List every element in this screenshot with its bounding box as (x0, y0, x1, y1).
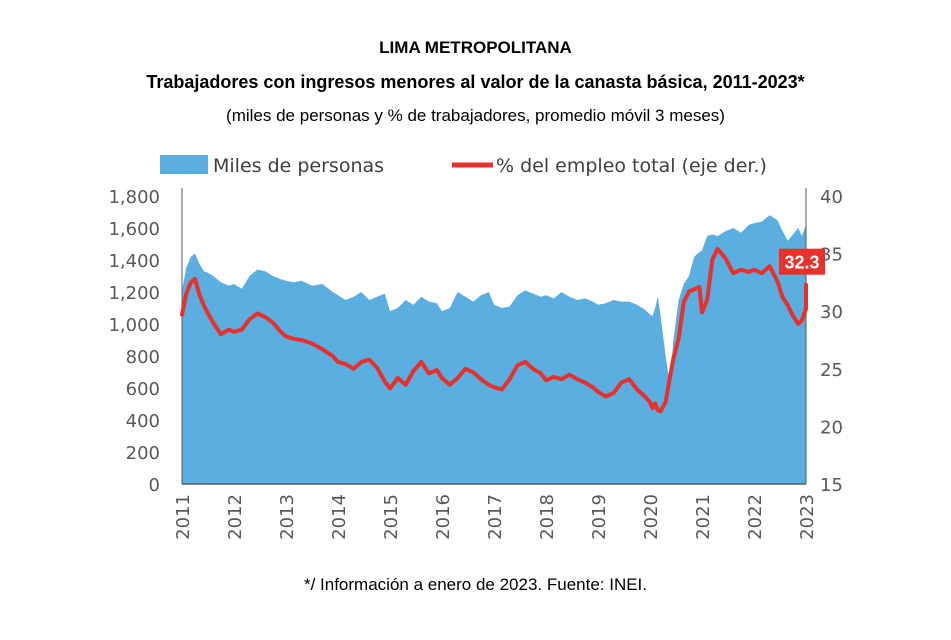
y-left-tick-label: 800 (126, 347, 160, 368)
footnote: */ Información a enero de 2023. Fuente: … (303, 575, 648, 594)
legend-area-label: Miles de personas (213, 155, 384, 177)
line-series-layer (180, 247, 808, 414)
x-tick-label: 2013 (277, 494, 298, 540)
y-right-tick-label: 30 (820, 302, 843, 323)
x-tick-label: 2019 (589, 494, 610, 540)
y-right-tick-label: 40 (820, 187, 843, 208)
y-left-tick-label: 400 (126, 411, 160, 432)
area-series-layer (182, 215, 806, 484)
area-series-miles-de-personas (182, 215, 806, 484)
y-left-tick-label: 1,400 (108, 251, 160, 272)
x-tick-label: 2018 (537, 494, 558, 540)
x-tick-label: 2016 (433, 494, 454, 540)
chart-units: (miles de personas y % de trabajadores, … (226, 106, 725, 125)
y-left-tick-label: 0 (149, 475, 160, 496)
legend-area-swatch (160, 155, 208, 174)
axes (181, 188, 807, 485)
x-tick-label: 2023 (797, 494, 818, 540)
chart-title: LIMA METROPOLITANA (379, 38, 572, 57)
y-left-tick-label: 1,000 (108, 315, 160, 336)
y-right-tick-label: 35 (820, 245, 843, 266)
x-tick-label: 2020 (641, 494, 662, 540)
x-tick-label: 2022 (745, 494, 766, 540)
line-series-pct-empleo (180, 247, 808, 414)
y-left-tick-label: 1,600 (108, 219, 160, 240)
legend-line-label: % del empleo total (eje der.) (496, 155, 767, 177)
last-value-badge-text: 32.3 (784, 253, 819, 273)
x-tick-label: 2011 (173, 494, 194, 540)
x-tick-label: 2017 (485, 494, 506, 540)
chart-subtitle: Trabajadores con ingresos menores al val… (146, 72, 805, 92)
last-value-badge-box (779, 248, 825, 275)
tick-labels: 0 200 400 600 800 1,000 1,200 1,400 1,600 1,800 15… (108, 187, 842, 540)
x-tick-label: 2014 (329, 494, 350, 540)
last-value-badge: 32.3 (779, 248, 825, 275)
y-left-tick-label: 1,200 (108, 283, 160, 304)
y-left-tick-label: 200 (126, 443, 160, 464)
y-right-tick-label: 15 (820, 475, 843, 496)
y-left-tick-label: 600 (126, 379, 160, 400)
x-tick-label: 2012 (225, 494, 246, 540)
chart-svg: Miles de personas % del empleo total (ej… (108, 155, 843, 540)
y-right-tick-label: 25 (820, 360, 843, 381)
x-tick-label: 2021 (693, 494, 714, 540)
x-tick-label: 2015 (381, 494, 402, 540)
y-left-tick-label: 1,800 (108, 187, 160, 208)
y-right-tick-label: 20 (820, 417, 843, 438)
